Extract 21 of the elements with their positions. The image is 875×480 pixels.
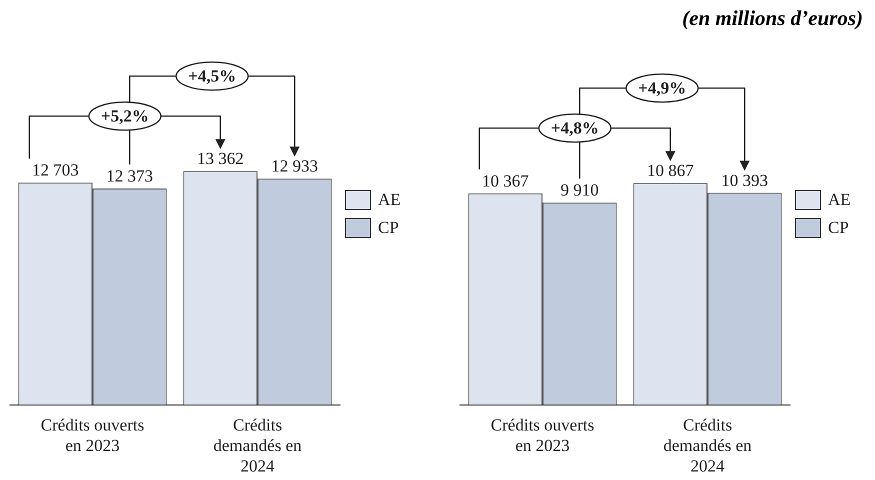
- data-label: 12 373: [106, 166, 153, 186]
- text: AE: [378, 190, 401, 210]
- data-label: 12 933: [271, 156, 318, 176]
- x-tick-label: Crédits demandés en 2024: [213, 415, 302, 476]
- text: (en millions d’euros): [682, 6, 863, 31]
- data-label: 10 867: [647, 161, 694, 180]
- data-label: 10 393: [721, 170, 768, 190]
- text: +4,9%: [638, 78, 686, 98]
- text: +4,5%: [188, 66, 236, 86]
- legend-label: CP: [378, 218, 399, 238]
- text: +4,8%: [550, 118, 599, 138]
- data-label: 13 362: [197, 149, 244, 168]
- text: AE: [828, 190, 851, 210]
- x-tick-label: Crédits ouverts en 2023: [40, 415, 144, 455]
- data-label: 12 703: [32, 160, 79, 180]
- data-label: 10 367: [482, 171, 530, 190]
- text: +5,2%: [100, 106, 149, 126]
- x-tick-label: Crédits ouverts en 2023: [490, 415, 594, 455]
- x-tick-label: Crédits demandés en 2024: [663, 415, 752, 476]
- legend-label: CP: [828, 218, 849, 238]
- data-label: 9 910: [560, 180, 599, 200]
